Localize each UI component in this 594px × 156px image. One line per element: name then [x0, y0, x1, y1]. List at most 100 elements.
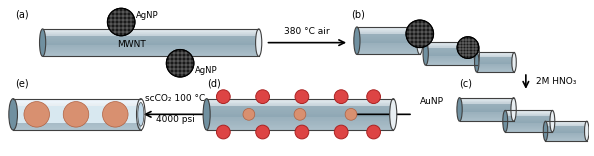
Polygon shape [460, 99, 514, 100]
Polygon shape [426, 45, 477, 46]
Polygon shape [505, 116, 552, 117]
Polygon shape [13, 101, 141, 102]
Polygon shape [13, 102, 141, 103]
Ellipse shape [511, 98, 516, 121]
Polygon shape [545, 138, 587, 139]
Polygon shape [477, 64, 514, 65]
Polygon shape [13, 129, 141, 131]
Polygon shape [357, 51, 420, 52]
Polygon shape [357, 37, 420, 38]
Polygon shape [357, 50, 420, 51]
Polygon shape [460, 102, 514, 103]
Polygon shape [207, 128, 393, 129]
Polygon shape [43, 45, 259, 46]
Polygon shape [43, 31, 259, 32]
Polygon shape [13, 103, 141, 105]
Polygon shape [207, 105, 393, 106]
Polygon shape [207, 115, 393, 116]
Polygon shape [426, 45, 477, 46]
Polygon shape [505, 114, 552, 115]
Polygon shape [43, 49, 259, 50]
Polygon shape [207, 99, 393, 101]
Polygon shape [207, 104, 393, 105]
Polygon shape [545, 123, 587, 124]
Polygon shape [357, 47, 420, 48]
Polygon shape [357, 48, 420, 49]
Polygon shape [545, 128, 587, 129]
Polygon shape [13, 100, 141, 101]
Polygon shape [545, 134, 587, 135]
Polygon shape [357, 32, 420, 33]
Polygon shape [43, 50, 259, 51]
Polygon shape [43, 43, 259, 44]
Polygon shape [207, 100, 393, 101]
Polygon shape [13, 106, 141, 107]
Polygon shape [43, 47, 259, 49]
Polygon shape [13, 124, 141, 126]
Polygon shape [505, 118, 552, 119]
Polygon shape [545, 129, 587, 130]
Ellipse shape [503, 110, 508, 132]
Polygon shape [477, 72, 514, 73]
Circle shape [103, 102, 128, 127]
Polygon shape [545, 132, 587, 134]
Polygon shape [460, 107, 514, 108]
Polygon shape [207, 102, 393, 103]
Polygon shape [13, 123, 141, 124]
Polygon shape [426, 63, 477, 65]
Polygon shape [477, 57, 514, 58]
Text: MWNT: MWNT [116, 40, 146, 49]
Polygon shape [357, 54, 420, 55]
Polygon shape [207, 129, 393, 131]
Polygon shape [460, 104, 514, 105]
Polygon shape [207, 127, 393, 128]
Polygon shape [460, 102, 514, 103]
Polygon shape [43, 47, 259, 48]
Polygon shape [460, 106, 514, 107]
Polygon shape [207, 111, 393, 112]
Polygon shape [43, 35, 259, 36]
Polygon shape [545, 130, 587, 131]
Polygon shape [13, 107, 141, 108]
Polygon shape [460, 108, 514, 109]
Circle shape [334, 125, 348, 139]
Polygon shape [43, 30, 259, 32]
Polygon shape [426, 64, 477, 65]
Polygon shape [43, 54, 259, 56]
Polygon shape [505, 112, 552, 113]
Polygon shape [545, 139, 587, 140]
Polygon shape [43, 38, 259, 39]
Ellipse shape [550, 110, 555, 132]
Polygon shape [13, 117, 141, 119]
Polygon shape [43, 43, 259, 44]
Polygon shape [505, 123, 552, 124]
Polygon shape [426, 62, 477, 63]
Polygon shape [505, 128, 552, 129]
Polygon shape [460, 98, 514, 99]
Ellipse shape [457, 98, 462, 121]
Polygon shape [477, 63, 514, 64]
Polygon shape [43, 37, 259, 38]
Ellipse shape [138, 102, 144, 126]
Circle shape [166, 49, 194, 77]
Polygon shape [357, 39, 420, 40]
Polygon shape [207, 103, 393, 105]
Polygon shape [357, 43, 420, 45]
Polygon shape [477, 71, 514, 72]
Text: (c): (c) [459, 78, 472, 88]
Polygon shape [477, 59, 514, 60]
Polygon shape [545, 125, 587, 126]
Polygon shape [207, 107, 393, 109]
Polygon shape [207, 122, 393, 124]
Polygon shape [545, 136, 587, 137]
Polygon shape [13, 121, 141, 122]
Polygon shape [357, 46, 420, 47]
Polygon shape [426, 49, 477, 50]
Circle shape [63, 102, 89, 127]
Polygon shape [13, 105, 141, 106]
Polygon shape [545, 137, 587, 138]
Polygon shape [477, 66, 514, 67]
Polygon shape [545, 135, 587, 136]
Polygon shape [477, 61, 514, 62]
Polygon shape [357, 35, 420, 36]
